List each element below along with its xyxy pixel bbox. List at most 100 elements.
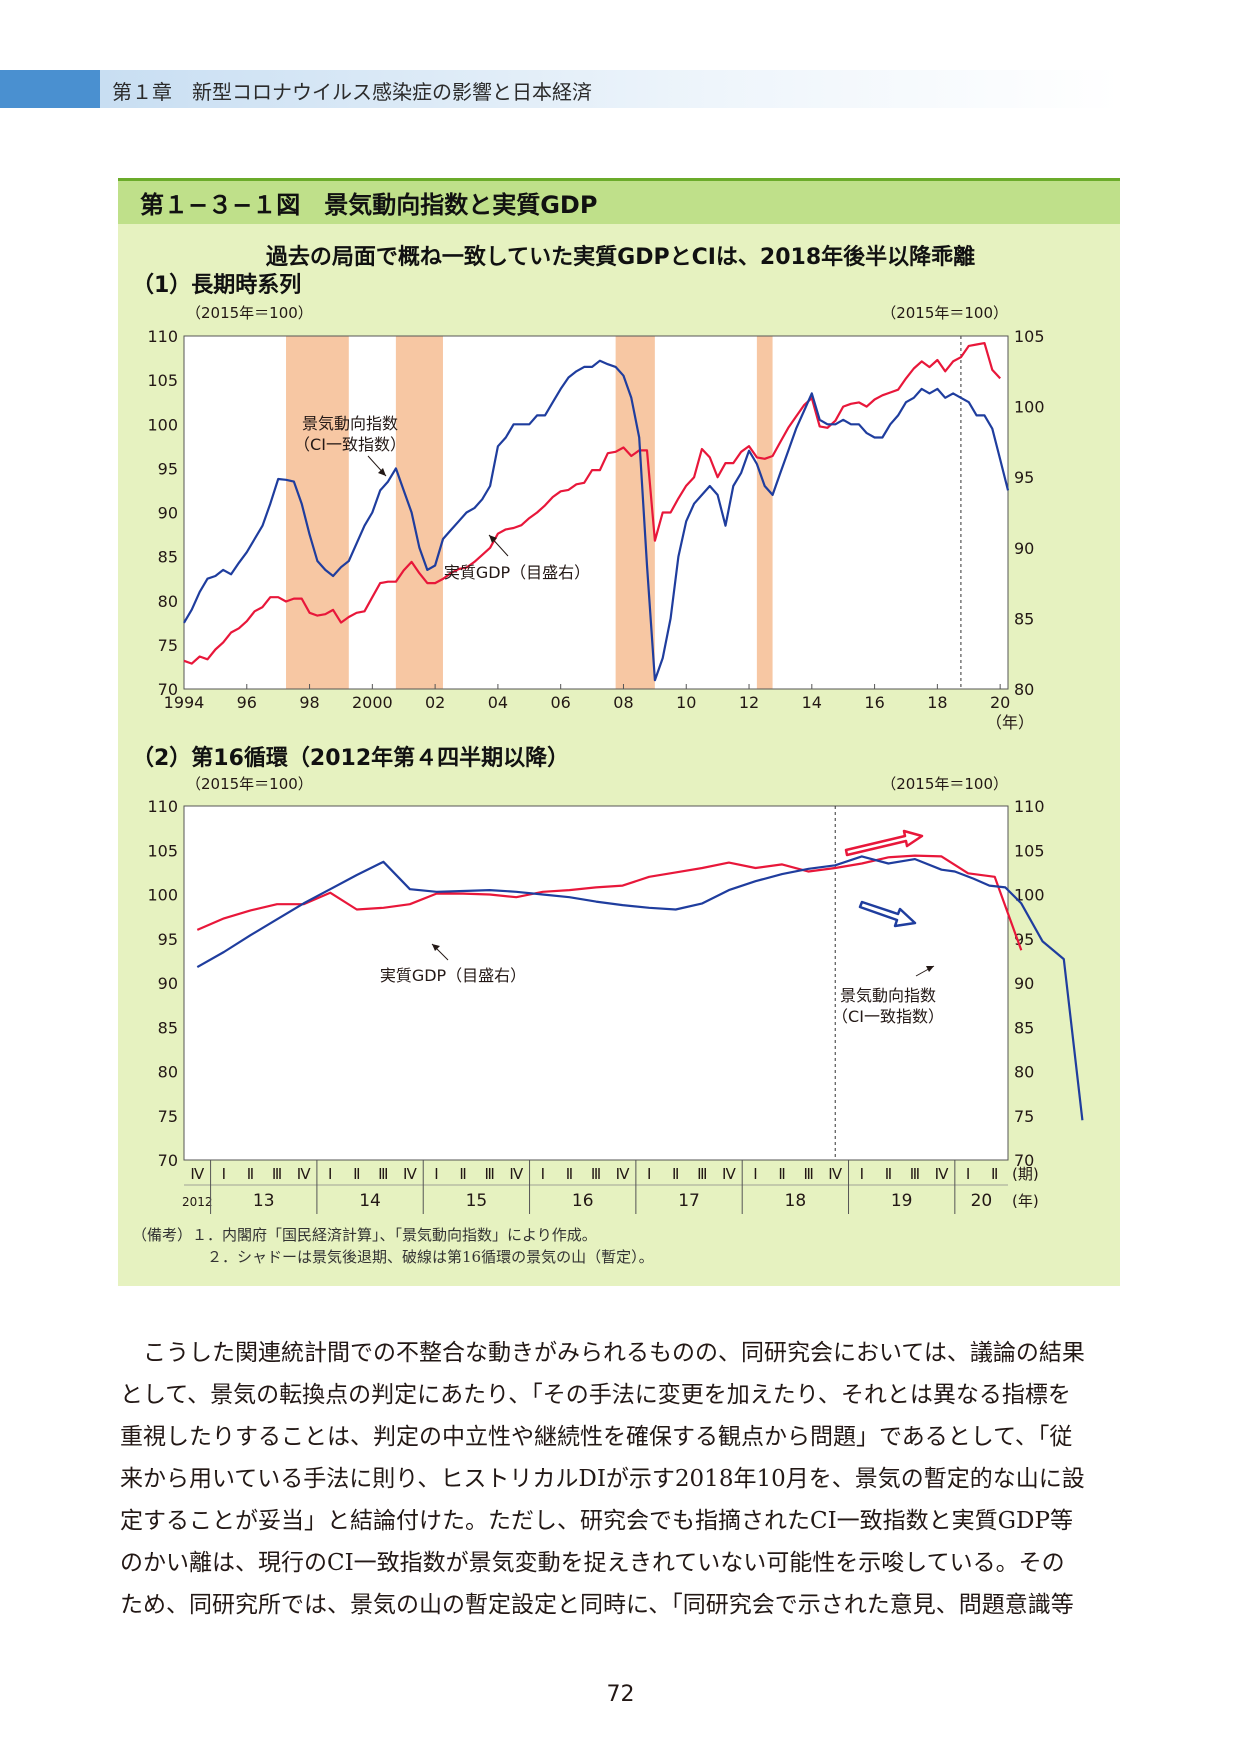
quarter-label: Ⅳ: [935, 1165, 949, 1183]
quarter-label: Ⅳ: [616, 1165, 630, 1183]
x-unit-label: （年）: [986, 713, 1034, 732]
quarter-label: Ⅰ: [860, 1165, 864, 1183]
gdp-annotation: 実質GDP（目盛右）: [380, 966, 526, 985]
gdp-annotation: 実質GDP（目盛右）: [444, 563, 590, 582]
body-line: 来から用いている手法に則り、ヒストリカルDIが示す2018年10月を、景気の暫定…: [120, 1466, 1085, 1492]
x-tick-label: 1994: [164, 693, 205, 712]
quarter-label: Ⅰ: [753, 1165, 757, 1183]
panel1-title: （1）長期時系列: [132, 273, 302, 298]
note-2: ２．シャドーは景気後退期、破線は第16循環の景気の山（暫定）。: [207, 1248, 654, 1266]
quarter-label: Ⅰ: [328, 1165, 332, 1183]
x-tick-label: 2000: [352, 693, 393, 712]
y-right-tick-label: 110: [1014, 797, 1045, 816]
y-right-unit: （2015年＝100）: [881, 304, 1008, 322]
y-left-tick-label: 110: [147, 797, 178, 816]
body-line: のかい離は、現行のCI一致指数が景気変動を捉えきれていない可能性を示唆している。…: [120, 1550, 1065, 1576]
chart-canvas: 70 75 80 85 90 95 100 105 110 80 85 90 95 100 105 1994 9…: [147, 304, 1084, 1214]
ci-annotation-line2: （CI一致指数）: [294, 435, 406, 454]
year-label: 14: [359, 1191, 381, 1211]
y-left-tick-label: 80: [158, 592, 178, 611]
y-right-tick-label: 105: [1014, 841, 1045, 860]
y-left-tick-label: 75: [158, 1107, 178, 1126]
x-tick-label: 04: [488, 693, 508, 712]
ci-series-line: [196, 855, 1084, 1121]
year-label: 16: [572, 1191, 594, 1211]
y-left-tick-label: 100: [147, 415, 178, 434]
ci-trend-arrow: [858, 900, 917, 928]
quarter-label: Ⅳ: [509, 1165, 523, 1183]
x-tick-label: 96: [237, 693, 257, 712]
body-line: こうした関連統計間での不整合な動きがみられるものの、同研究会においては、議論の結…: [120, 1340, 1085, 1366]
quarter-label: Ⅱ: [672, 1165, 679, 1183]
body-line: 重視したりすることは、判定の中立性や継続性を確保する観点から問題」であるとして、…: [120, 1424, 1073, 1450]
y-right-tick-label: 100: [1014, 398, 1045, 417]
body-line: として、景気の転換点の判定にあたり、「その手法に変更を加えたり、それとは異なる指…: [120, 1382, 1071, 1408]
x-tick-label: 18: [927, 693, 947, 712]
chapter-header-bar: [100, 70, 1120, 108]
y-left-tick-label: 105: [147, 841, 178, 860]
x-tick-label: 16: [864, 693, 884, 712]
year-unit-label: (年): [1012, 1192, 1039, 1210]
quarter-label: Ⅰ: [434, 1165, 438, 1183]
x-tick-label: 20: [990, 693, 1010, 712]
gdp-series-line: [196, 854, 1023, 951]
figure-title-bar: [118, 178, 1120, 224]
x-tick-label: 10: [676, 693, 696, 712]
body-paragraph: こうした関連統計間での不整合な動きがみられるものの、同研究会においては、議論の結…: [120, 1332, 1120, 1626]
y-left-tick-label: 80: [158, 1063, 178, 1082]
y-left-tick-label: 85: [158, 548, 178, 567]
gdp-annotation-arrowhead: [489, 535, 497, 543]
quarter-label: Ⅱ: [566, 1165, 573, 1183]
recession-shade: [756, 336, 773, 689]
y-left-tick-label: 75: [158, 636, 178, 655]
gdp-series-line: [183, 342, 1002, 665]
quarter-label: Ⅰ: [647, 1165, 651, 1183]
year-label: 13: [253, 1191, 275, 1211]
y-right-tick-label: 85: [1014, 609, 1034, 628]
y-right-tick-label: 105: [1014, 327, 1045, 346]
y-left-tick-label: 70: [158, 680, 178, 699]
panel2-title: （2）第16循環（2012年第４四半期以降）: [132, 746, 570, 771]
x-tick-label: 02: [425, 693, 445, 712]
quarter-label: Ⅳ: [403, 1165, 417, 1183]
recession-shade: [395, 336, 443, 689]
quarter-label: Ⅲ: [378, 1165, 388, 1183]
x-tick-label: 98: [299, 693, 319, 712]
figure-subtitle: 過去の局面で概ね一致していた実質GDPとCIは、2018年後半以降乖離: [265, 245, 976, 270]
y-left-tick-label: 100: [147, 886, 178, 905]
year-label: 19: [891, 1191, 913, 1211]
ci-annotation-arrowhead: [378, 468, 386, 476]
y-left-tick-label: 85: [158, 1018, 178, 1037]
plot-frame-1: [183, 335, 1009, 690]
chapter-header-accent: [0, 70, 100, 108]
recession-shade: [615, 336, 655, 689]
gdp-trend-arrow: [844, 829, 924, 857]
y-left-tick-label: 95: [158, 459, 178, 478]
ci-annotation-line1: 景気動向指数: [302, 414, 398, 433]
y-right-tick-label: 90: [1014, 974, 1034, 993]
y-left-tick-label: 70: [158, 1151, 178, 1170]
year-label: 20: [971, 1191, 993, 1211]
note-1: （備考）１．内閣府「国民経済計算」、「景気動向指数」により作成。: [132, 1226, 597, 1244]
ci-annotation-line2: （CI一致指数）: [832, 1007, 944, 1026]
x-tick-label: 12: [739, 693, 759, 712]
y-left-tick-label: 90: [158, 974, 178, 993]
ci-annotation-arrowhead: [926, 966, 934, 972]
quarter-label: Ⅱ: [459, 1165, 466, 1183]
quarter-label: Ⅰ: [222, 1165, 226, 1183]
year-label: 18: [785, 1191, 807, 1211]
year-label: 2012: [182, 1195, 213, 1209]
y-right-tick-label: 75: [1014, 1107, 1034, 1126]
y-right-tick-label: 100: [1014, 886, 1045, 905]
recession-shade: [286, 336, 349, 689]
quarter-label: Ⅲ: [591, 1165, 601, 1183]
quarter-label: Ⅳ: [828, 1165, 842, 1183]
x-tick-label: 14: [802, 693, 822, 712]
ci-annotation-line1: 景気動向指数: [840, 986, 936, 1005]
y-left-tick-label: 105: [147, 371, 178, 390]
chapter-header-text: 第１章 新型コロナウイルス感染症の影響と日本経済: [112, 80, 592, 104]
quarter-label: Ⅱ: [247, 1165, 254, 1183]
ci-series-line: [183, 359, 1010, 682]
quarter-label: Ⅲ: [803, 1165, 813, 1183]
quarter-label: Ⅱ: [778, 1165, 785, 1183]
